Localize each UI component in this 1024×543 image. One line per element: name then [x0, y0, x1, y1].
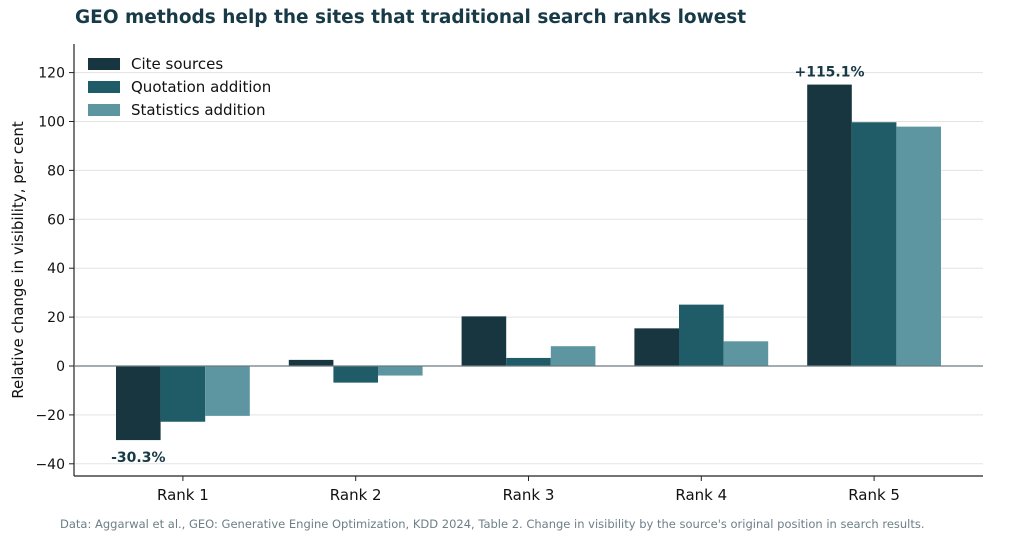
chart-title: GEO methods help the sites that traditio… — [75, 7, 747, 28]
data-label: -30.3% — [111, 450, 165, 466]
bar — [550, 346, 596, 366]
y-tick-label: −40 — [35, 457, 65, 473]
bar — [160, 366, 206, 422]
y-tick-label: 60 — [47, 212, 65, 228]
y-tick-label: 100 — [38, 115, 65, 131]
x-tick-label: Rank 2 — [330, 486, 382, 504]
legend-label: Cite sources — [131, 55, 223, 73]
legend-swatch — [88, 104, 120, 116]
bar — [333, 366, 378, 383]
x-tick-label: Rank 3 — [503, 486, 555, 504]
bar — [851, 122, 897, 367]
legend-swatch — [88, 58, 120, 70]
legend-swatch — [88, 81, 120, 93]
x-tick-label: Rank 1 — [157, 486, 209, 504]
source-note: Data: Aggarwal et al., GEO: Generative E… — [60, 517, 925, 531]
bar — [461, 316, 507, 366]
bar — [634, 328, 679, 366]
y-axis-label: Relative change in visibility, per cent — [9, 121, 27, 399]
x-tick-label: Rank 5 — [848, 486, 900, 504]
bar — [205, 366, 250, 416]
bar — [723, 341, 769, 366]
bar — [807, 84, 852, 366]
y-tick-label: 0 — [56, 359, 65, 375]
bar — [116, 366, 161, 441]
bar — [288, 359, 334, 366]
x-tick-label: Rank 4 — [675, 486, 727, 504]
data-label: +115.1% — [794, 65, 864, 81]
y-tick-label: 20 — [47, 310, 65, 326]
bar — [679, 304, 724, 366]
legend-label: Statistics addition — [131, 101, 265, 119]
y-axis-ticks: −40 −20 0 20 40 60 80 100 120 — [35, 66, 74, 473]
bar — [896, 126, 941, 367]
y-tick-label: −20 — [35, 408, 65, 424]
bar — [378, 366, 423, 376]
annotations: -30.3% +115.1% — [111, 65, 864, 467]
y-tick-label: 80 — [47, 163, 65, 179]
legend-label: Quotation addition — [131, 78, 271, 96]
bar — [506, 357, 551, 366]
bars — [116, 84, 941, 441]
x-axis-ticks: Rank 1 Rank 2 Rank 3 Rank 4 Rank 5 — [157, 476, 900, 504]
y-tick-label: 120 — [38, 66, 65, 82]
y-tick-label: 40 — [47, 261, 65, 277]
legend: Cite sources Quotation addition Statistics… — [88, 55, 271, 119]
